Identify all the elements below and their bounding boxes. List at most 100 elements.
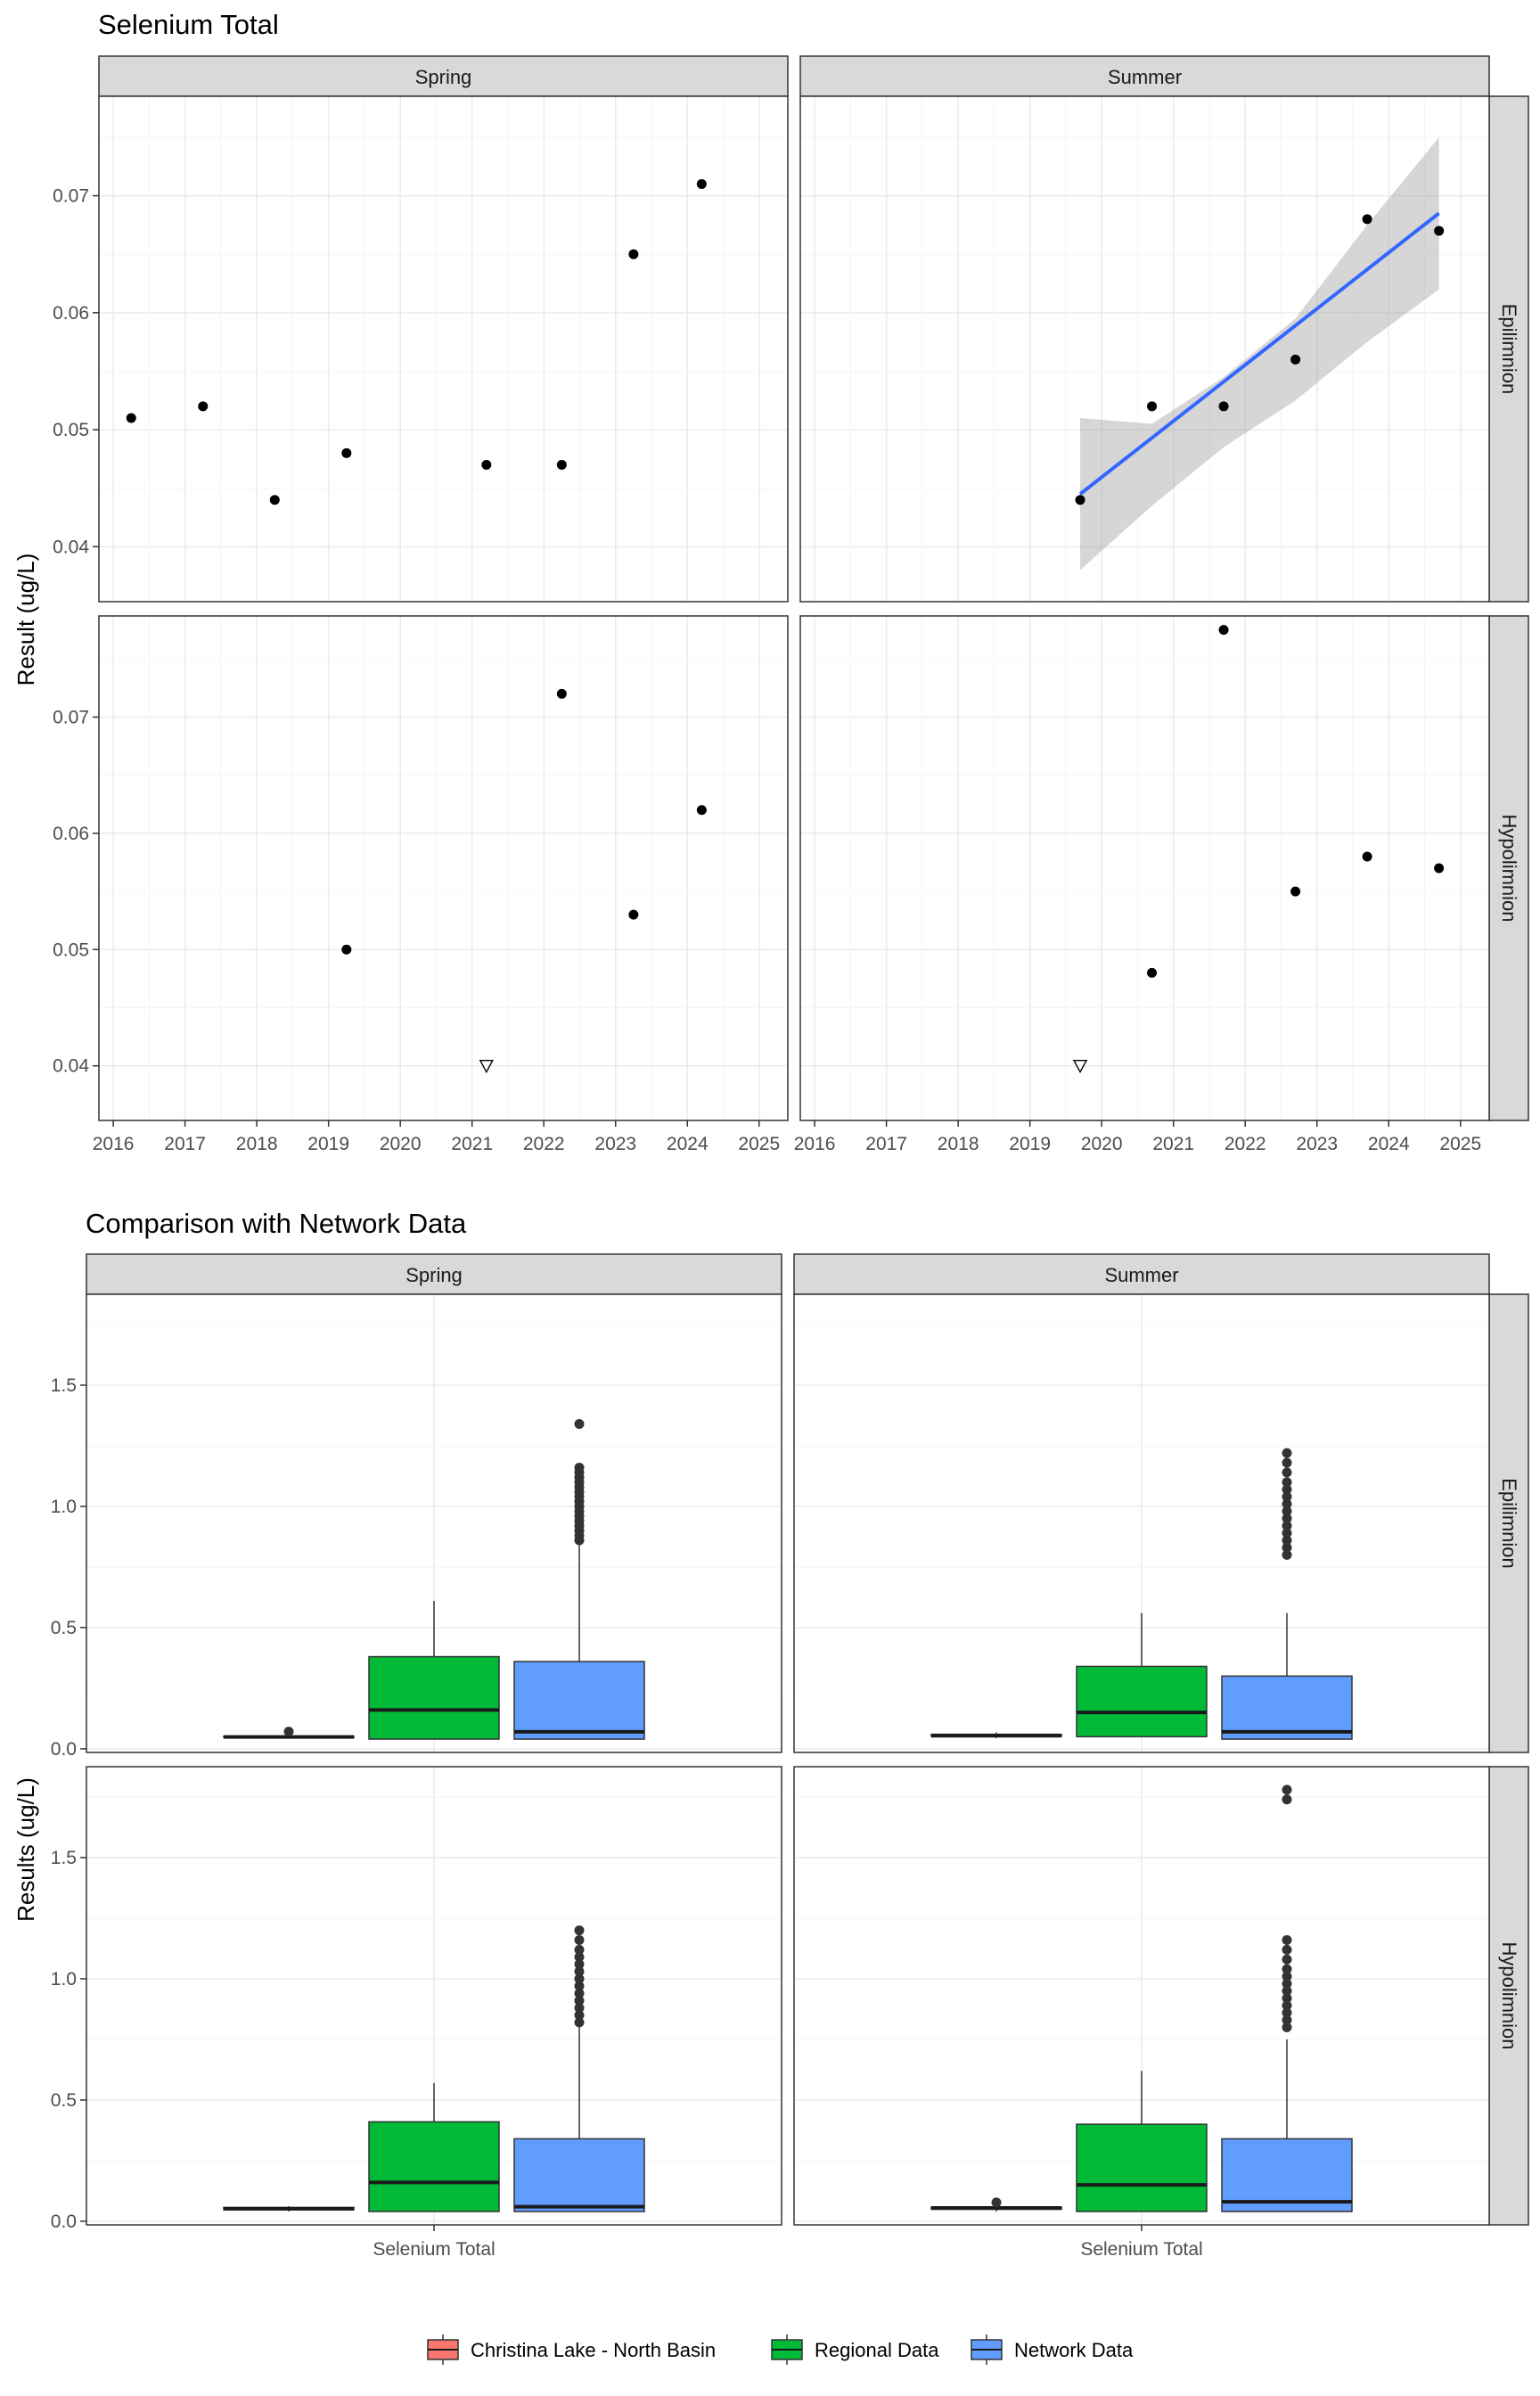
panel-border [86, 1293, 782, 1753]
outlier-point [1282, 2022, 1292, 2032]
data-point [1290, 886, 1301, 897]
panel-border [793, 1293, 1490, 1753]
data-point [1434, 863, 1445, 874]
x-tick-label: 2023 [594, 1134, 636, 1154]
legend-label: Regional Data [815, 2339, 939, 2361]
outlier-point [1282, 2007, 1292, 2018]
outlier-point [1282, 1484, 1292, 1495]
box-network-data [513, 1925, 645, 2212]
data-point [1147, 967, 1158, 978]
panel-border [98, 615, 789, 1121]
y-tick-label: 0.05 [53, 940, 89, 960]
outlier-point [574, 1925, 585, 1936]
outlier-point [1282, 2014, 1292, 2025]
below-detection-point [479, 1060, 494, 1074]
x-tick-label: 2021 [451, 1134, 493, 1154]
y-tick-label: 1.5 [51, 1375, 77, 1396]
box-body [1076, 2123, 1208, 2212]
outlier-point [1282, 1521, 1292, 1531]
chart1-title: Selenium Total [98, 9, 279, 40]
outlier-point [1282, 1535, 1292, 1546]
y-tick-label: 0.06 [53, 303, 89, 324]
outlier-point [574, 1944, 585, 1955]
outlier-point [1282, 2000, 1292, 2011]
panel-background [800, 96, 1489, 602]
x-tick-label: 2020 [380, 1134, 422, 1154]
box-network-data [1221, 1785, 1353, 2212]
box-regional-data [1076, 2071, 1208, 2212]
panel-background [99, 616, 788, 1120]
outlier-point [574, 1959, 585, 1970]
x-tick-label: Selenium Total [1080, 2239, 1202, 2260]
outlier-point [1282, 1467, 1292, 1478]
data-point [556, 459, 567, 470]
y-tick-label: 0.07 [53, 707, 89, 727]
outlier-point [1282, 1477, 1292, 1488]
outlier-point [574, 2010, 585, 2021]
data-point [1362, 214, 1372, 225]
network-comparison-chart: Comparison with Network Data Results (ug… [12, 1208, 1529, 2260]
y-tick-label: 1.0 [51, 1497, 77, 1517]
chart1-strip-spring [98, 55, 789, 97]
box-regional-data [368, 2082, 500, 2212]
chart2-panel-summer-hypolimnion [793, 1766, 1490, 2226]
outlier-point [1282, 1986, 1292, 1997]
legend-label: Christina Lake - North Basin [471, 2339, 716, 2361]
y-tick-label: 0.0 [51, 2211, 77, 2232]
outlier-point [574, 1966, 585, 1977]
box-body [513, 1661, 645, 1740]
chart2-panel-spring-epilimnion [86, 1293, 782, 1753]
box-body [1221, 1675, 1353, 1740]
x-tick-label: 2020 [1081, 1134, 1123, 1154]
box-network-data [513, 1418, 645, 1740]
x-tick-label: 2017 [164, 1134, 206, 1154]
data-point [126, 413, 136, 423]
chart2-strip-label-spring: Spring [405, 1264, 463, 1286]
chart1-y-axis-label: Result (ug/L) [12, 554, 39, 686]
box-body [1076, 1665, 1208, 1738]
data-point [1362, 851, 1372, 862]
chart1-row-strip-label-hypolimnion: Hypolimnion [1498, 814, 1520, 922]
x-tick-label: 2016 [794, 1134, 836, 1154]
chart2-title: Comparison with Network Data [86, 1208, 467, 1239]
y-tick-label: 0.5 [51, 1618, 77, 1638]
x-tick-label: 2022 [1225, 1134, 1266, 1154]
data-point [696, 178, 707, 189]
outlier-point [1282, 1498, 1292, 1509]
chart1-strip-label-spring: Spring [415, 66, 472, 88]
data-point [628, 249, 639, 259]
outlier-point [1282, 1934, 1292, 1945]
panel-border [799, 95, 1490, 603]
data-point [269, 495, 280, 505]
x-tick-label: 2023 [1296, 1134, 1338, 1154]
panel-border [799, 615, 1490, 1121]
outlier-point [1282, 1794, 1292, 1805]
outlier-point [1282, 1506, 1292, 1516]
data-point [198, 401, 209, 412]
chart1-panel-spring-epilimnion [98, 95, 789, 603]
x-tick-label: 2024 [667, 1134, 709, 1154]
chart2-panel-spring-hypolimnion [86, 1766, 782, 2226]
panel-background [99, 96, 788, 602]
chart1-panel-summer-hypolimnion [799, 615, 1490, 1121]
outlier-point [574, 1934, 585, 1945]
outlier-point [1282, 1549, 1292, 1560]
data-point [556, 688, 567, 699]
chart1-strip-summer [799, 55, 1490, 97]
outlier-point [1282, 1978, 1292, 1989]
chart1-row-strip-hypolimnion [1488, 615, 1529, 1121]
chart1-strip-label-summer: Summer [1108, 66, 1182, 88]
y-tick-label: 0.07 [53, 186, 89, 207]
outlier-point [1282, 1964, 1292, 1974]
outlier-point [283, 1727, 294, 1737]
x-tick-label: 2021 [1152, 1134, 1194, 1154]
chart2-strip-label-summer: Summer [1104, 1264, 1178, 1286]
y-tick-label: 0.04 [53, 537, 89, 557]
legend-label: Network Data [1014, 2339, 1134, 2361]
x-tick-label: Selenium Total [373, 2239, 495, 2260]
chart1-panel-spring-hypolimnion [98, 615, 789, 1121]
outlier-point [1282, 1971, 1292, 1982]
panel-background [800, 616, 1489, 1120]
box-christina-lake-north-basin [930, 2197, 1062, 2212]
y-tick-label: 0.5 [51, 2090, 77, 2111]
